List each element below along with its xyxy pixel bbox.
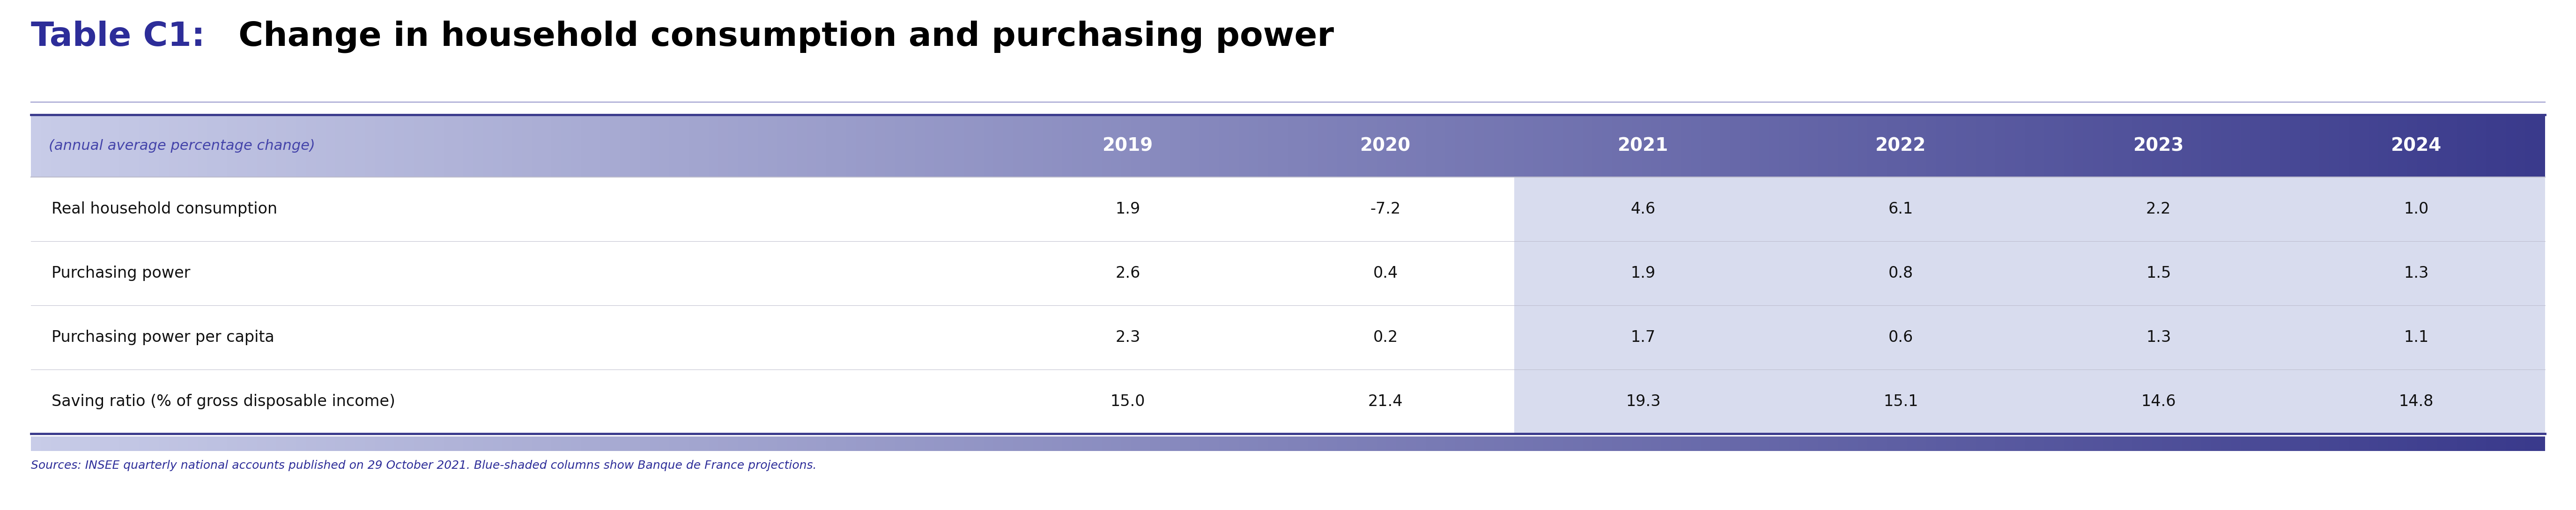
Text: Change in household consumption and purchasing power: Change in household consumption and purc… [227, 20, 1334, 53]
Bar [31, 177, 2545, 434]
Text: 2021: 2021 [1618, 137, 1669, 155]
Text: 2022: 2022 [1875, 137, 1927, 155]
Text: 14.6: 14.6 [2141, 394, 2177, 409]
Text: 15.0: 15.0 [1110, 394, 1146, 409]
Text: 6.1: 6.1 [1888, 201, 1914, 217]
Text: 1.9: 1.9 [1115, 201, 1141, 217]
Text: 0.4: 0.4 [1373, 265, 1399, 281]
Text: 2.6: 2.6 [1115, 265, 1141, 281]
Text: 19.3: 19.3 [1625, 394, 1662, 409]
Text: 2019: 2019 [1103, 137, 1154, 155]
Text: 1.0: 1.0 [2403, 201, 2429, 217]
Text: 2020: 2020 [1360, 137, 1412, 155]
Text: 1.1: 1.1 [2403, 329, 2429, 345]
Text: 1.7: 1.7 [1631, 329, 1656, 345]
Text: Purchasing power per capita: Purchasing power per capita [52, 329, 273, 345]
Text: 21.4: 21.4 [1368, 394, 1404, 409]
Text: (annual average percentage change): (annual average percentage change) [49, 139, 314, 152]
Text: Real household consumption: Real household consumption [52, 201, 278, 217]
Text: 2024: 2024 [2391, 137, 2442, 155]
Text: -7.2: -7.2 [1370, 201, 1401, 217]
Text: Purchasing power: Purchasing power [52, 265, 191, 281]
Text: 4.6: 4.6 [1631, 201, 1656, 217]
Text: 1.3: 1.3 [2403, 265, 2429, 281]
Text: 15.1: 15.1 [1883, 394, 1919, 409]
Text: 1.9: 1.9 [1631, 265, 1656, 281]
Text: 2.3: 2.3 [1115, 329, 1141, 345]
Text: 0.8: 0.8 [1888, 265, 1914, 281]
Text: 2023: 2023 [2133, 137, 2184, 155]
Text: 0.2: 0.2 [1373, 329, 1399, 345]
Text: 0.6: 0.6 [1888, 329, 1914, 345]
Text: Sources: INSEE quarterly national accounts published on 29 October 2021. Blue-sh: Sources: INSEE quarterly national accoun… [31, 460, 817, 471]
Text: Table C1:: Table C1: [31, 20, 206, 53]
Text: Saving ratio (% of gross disposable income): Saving ratio (% of gross disposable inco… [52, 394, 394, 409]
Text: 1.5: 1.5 [2146, 265, 2172, 281]
Bar [1515, 177, 2545, 434]
Text: 2.2: 2.2 [2146, 201, 2172, 217]
Text: 14.8: 14.8 [2398, 394, 2434, 409]
Text: 1.3: 1.3 [2146, 329, 2172, 345]
